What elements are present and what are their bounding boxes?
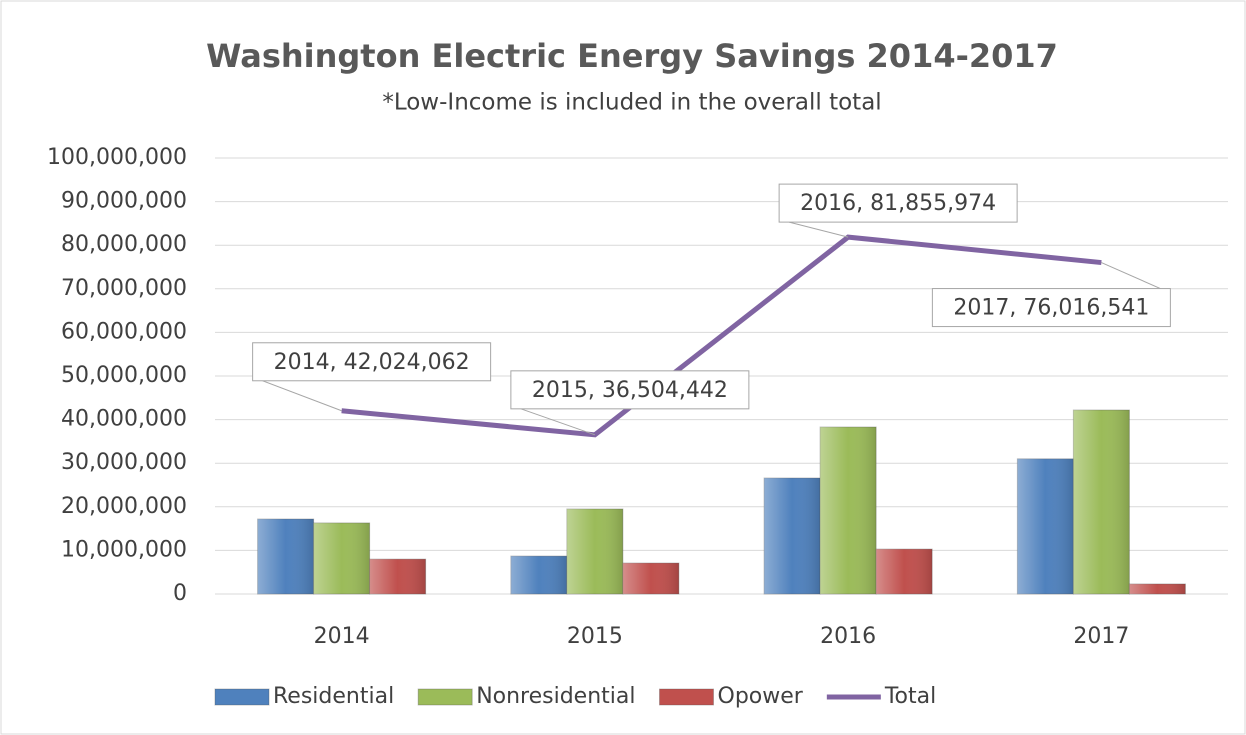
y-tick-label: 90,000,000 — [61, 189, 187, 214]
legend-swatch — [214, 688, 270, 706]
chart-subtitle: *Low-Income is included in the overall t… — [382, 90, 881, 116]
label-leader — [1101, 262, 1161, 290]
label-box — [510, 370, 750, 410]
bar — [1072, 409, 1130, 595]
bar — [819, 426, 877, 595]
y-tick-label: 70,000,000 — [61, 276, 187, 301]
label-leader — [789, 221, 849, 238]
bar — [257, 518, 315, 595]
bar — [566, 508, 624, 595]
label-box — [931, 288, 1171, 328]
legend-label: Residential — [273, 684, 394, 709]
label-box — [252, 342, 492, 382]
label-leader — [262, 380, 342, 412]
y-tick-label: 0 — [173, 581, 187, 606]
bar — [875, 548, 933, 595]
legend-swatch — [659, 688, 714, 706]
data-label: 2014, 42,024,062 — [274, 350, 470, 375]
bar — [510, 555, 568, 595]
bar — [313, 522, 371, 595]
y-tick-label: 10,000,000 — [61, 537, 187, 562]
bar — [1016, 458, 1074, 595]
label-leader — [520, 408, 596, 436]
label-box — [778, 183, 1018, 223]
data-label: 2016, 81,855,974 — [800, 191, 996, 216]
bar — [763, 477, 821, 595]
legend-label: Total — [884, 684, 936, 709]
bar — [369, 558, 427, 595]
legend-label: Opower — [718, 684, 804, 709]
y-tick-label: 60,000,000 — [61, 319, 187, 344]
y-tick-label: 50,000,000 — [61, 363, 187, 388]
bar — [622, 562, 680, 595]
line-series — [341, 234, 1102, 438]
chart-title: Washington Electric Energy Savings 2014-… — [206, 37, 1058, 75]
bar — [1128, 583, 1186, 595]
x-tick-label: 2016 — [820, 624, 876, 649]
data-label: 2015, 36,504,442 — [532, 378, 728, 403]
x-tick-label: 2014 — [314, 624, 370, 649]
y-tick-label: 40,000,000 — [61, 407, 187, 432]
y-tick-label: 100,000,000 — [47, 145, 187, 170]
legend-swatch — [417, 688, 473, 706]
data-label: 2017, 76,016,541 — [953, 296, 1149, 321]
y-tick-label: 80,000,000 — [61, 232, 187, 257]
x-tick-label: 2015 — [567, 624, 623, 649]
y-tick-label: 20,000,000 — [61, 494, 187, 519]
y-tick-label: 30,000,000 — [61, 450, 187, 475]
x-tick-label: 2017 — [1073, 624, 1129, 649]
legend-label: Nonresidential — [476, 684, 635, 709]
